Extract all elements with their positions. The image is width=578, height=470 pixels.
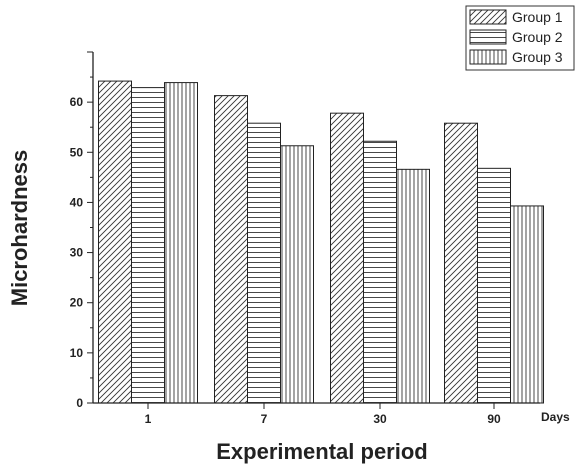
bar-group2-cat-90	[477, 167, 511, 404]
legend-swatch-group3	[469, 49, 507, 65]
y-tick-label: 50	[70, 145, 84, 159]
x-tick-label: 7	[261, 412, 268, 426]
x-tick-label: 90	[487, 412, 501, 426]
x-axis-unit-label: Days	[541, 410, 570, 424]
bars-layer	[98, 80, 544, 404]
x-axis-title: Experimental period	[216, 439, 428, 464]
bar-group1-cat-7	[214, 95, 248, 404]
y-tick-label: 20	[70, 296, 84, 310]
bar-group1-cat-90	[444, 122, 478, 404]
x-tick-label: 1	[145, 412, 152, 426]
y-tick-label: 60	[70, 95, 84, 109]
bar-group3-cat-7	[280, 145, 314, 404]
bar-group2-cat-7	[247, 122, 281, 404]
bar-group2-cat-30	[363, 140, 397, 404]
y-tick-label: 0	[76, 396, 83, 410]
bar-group2-cat-1	[131, 87, 165, 404]
legend-label-group1: Group 1	[512, 9, 563, 25]
legend-label-group2: Group 2	[512, 29, 563, 45]
bar-group1-cat-30	[330, 112, 364, 404]
y-axis-title: Microhardness	[7, 150, 32, 307]
bar-group3-cat-1	[164, 82, 198, 404]
legend: Group 1 Group 2 Group 3	[465, 5, 575, 71]
y-tick-label: 10	[70, 346, 84, 360]
axes-layer: 0 10 20 30 40 50 60 1 7 30 90	[70, 51, 540, 426]
y-tick-label: 30	[70, 246, 84, 260]
legend-swatch-group2	[469, 29, 507, 45]
legend-label-group3: Group 3	[512, 49, 563, 65]
x-tick-label: 30	[373, 412, 387, 426]
bar-group3-cat-30	[396, 168, 430, 404]
bar-group3-cat-90	[510, 205, 544, 404]
legend-swatch-group1	[469, 9, 507, 25]
bar-group1-cat-1	[98, 80, 132, 404]
y-tick-label: 40	[70, 195, 84, 209]
